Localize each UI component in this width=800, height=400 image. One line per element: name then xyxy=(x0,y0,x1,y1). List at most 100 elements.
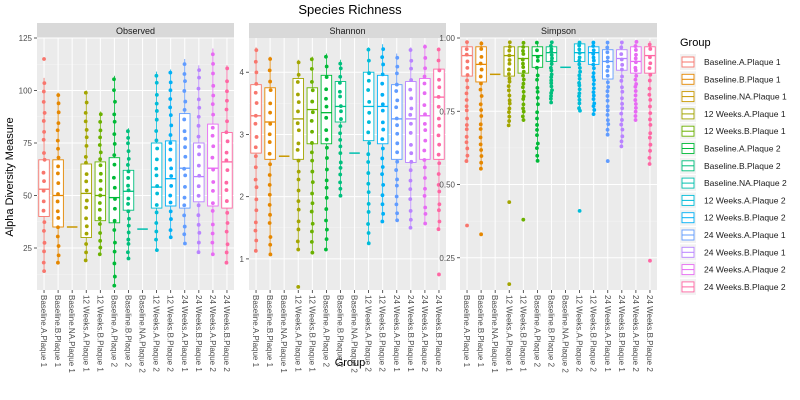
data-point xyxy=(268,57,273,61)
data-point xyxy=(366,202,371,206)
data-point xyxy=(210,240,215,245)
data-point xyxy=(169,184,174,188)
data-point xyxy=(42,151,46,155)
x-tick-label: 12 Weeks.A.Plaque 1 xyxy=(81,295,90,372)
data-point xyxy=(366,120,371,125)
box-iqr xyxy=(320,74,333,145)
data-point xyxy=(605,112,610,117)
data-point xyxy=(366,241,371,246)
x-tick-label: Baseline.A.Plaque 2 xyxy=(532,295,541,368)
facet-strip xyxy=(249,23,446,38)
box-iqr xyxy=(108,157,121,224)
data-point xyxy=(253,113,258,118)
x-tick-label: Baseline.A.Plaque 2 xyxy=(109,295,118,368)
x-tick-label: 24 Weeks.A.Plaque 2 xyxy=(208,295,217,372)
data-point xyxy=(620,118,624,122)
data-point xyxy=(409,143,413,147)
data-point xyxy=(338,74,343,79)
data-point xyxy=(42,157,47,162)
x-tick-label: Baseline.A.Plaque 1 xyxy=(39,295,48,368)
data-point xyxy=(436,104,441,109)
box-4 xyxy=(94,111,107,257)
x-tick-label: 24 Weeks.B.Plaque 1 xyxy=(406,295,415,372)
data-point xyxy=(267,203,272,207)
data-point xyxy=(55,199,60,204)
data-point xyxy=(56,155,61,160)
x-tick-label: Baseline.NA.Plaque 1 xyxy=(490,295,499,373)
data-point xyxy=(41,100,46,104)
data-point xyxy=(437,123,442,128)
data-point xyxy=(549,81,554,86)
data-point xyxy=(267,173,272,177)
data-point xyxy=(196,123,201,128)
data-point xyxy=(367,99,372,104)
data-point xyxy=(56,181,61,186)
data-point xyxy=(125,250,130,255)
data-point xyxy=(521,73,525,78)
data-point xyxy=(225,98,229,103)
outlier-point xyxy=(521,217,526,222)
data-point xyxy=(395,218,400,223)
data-point xyxy=(591,44,596,48)
x-tick-label: Baseline.A.Plaque 1 xyxy=(251,295,260,368)
box-0 xyxy=(38,57,50,273)
data-point xyxy=(155,191,160,196)
data-point xyxy=(381,211,386,216)
data-point xyxy=(182,166,187,171)
data-point xyxy=(437,85,442,90)
data-point xyxy=(224,158,229,163)
outlier-point xyxy=(42,57,46,61)
data-point xyxy=(111,175,116,180)
data-point xyxy=(465,73,470,77)
data-point xyxy=(633,56,638,61)
data-point xyxy=(521,102,526,107)
box-9 xyxy=(376,44,389,224)
data-point xyxy=(507,119,512,123)
box-iqr xyxy=(38,159,50,217)
data-point xyxy=(126,230,131,235)
data-point xyxy=(211,180,216,184)
data-point xyxy=(648,123,653,127)
data-point xyxy=(112,88,116,93)
x-tick-label: Baseline.B.Plaque 2 xyxy=(546,295,555,368)
data-point xyxy=(224,260,229,265)
data-point xyxy=(605,104,610,109)
outlier-point xyxy=(437,272,441,277)
data-point xyxy=(535,73,540,78)
data-point xyxy=(112,162,117,167)
data-point xyxy=(168,105,173,110)
data-point xyxy=(591,82,596,87)
data-point xyxy=(520,57,525,62)
data-point xyxy=(521,94,526,99)
data-point xyxy=(592,108,597,112)
data-point xyxy=(634,39,639,44)
box-0 xyxy=(250,47,262,253)
data-point xyxy=(268,121,273,126)
data-point xyxy=(196,240,201,245)
box-8 xyxy=(150,71,163,253)
data-point xyxy=(268,101,273,106)
box-iqr xyxy=(164,140,177,207)
data-point xyxy=(83,90,88,95)
data-point xyxy=(224,199,229,203)
data-point xyxy=(380,146,385,151)
data-point xyxy=(423,221,428,226)
data-point xyxy=(592,78,596,82)
data-point xyxy=(42,81,47,86)
data-point xyxy=(409,121,413,126)
data-point xyxy=(155,146,160,151)
box-10 xyxy=(391,53,403,223)
data-point xyxy=(620,85,624,90)
data-point xyxy=(98,187,103,192)
data-point xyxy=(394,105,399,110)
data-point xyxy=(211,61,215,66)
x-tick-label: 24 Weeks.B.Plaque 2 xyxy=(645,295,654,372)
outlier-point xyxy=(479,232,484,237)
data-point xyxy=(55,128,60,133)
data-point xyxy=(507,98,512,103)
data-point xyxy=(521,69,526,74)
data-point xyxy=(423,186,427,191)
data-point xyxy=(338,193,343,198)
data-point xyxy=(154,138,159,143)
data-point xyxy=(577,94,581,99)
